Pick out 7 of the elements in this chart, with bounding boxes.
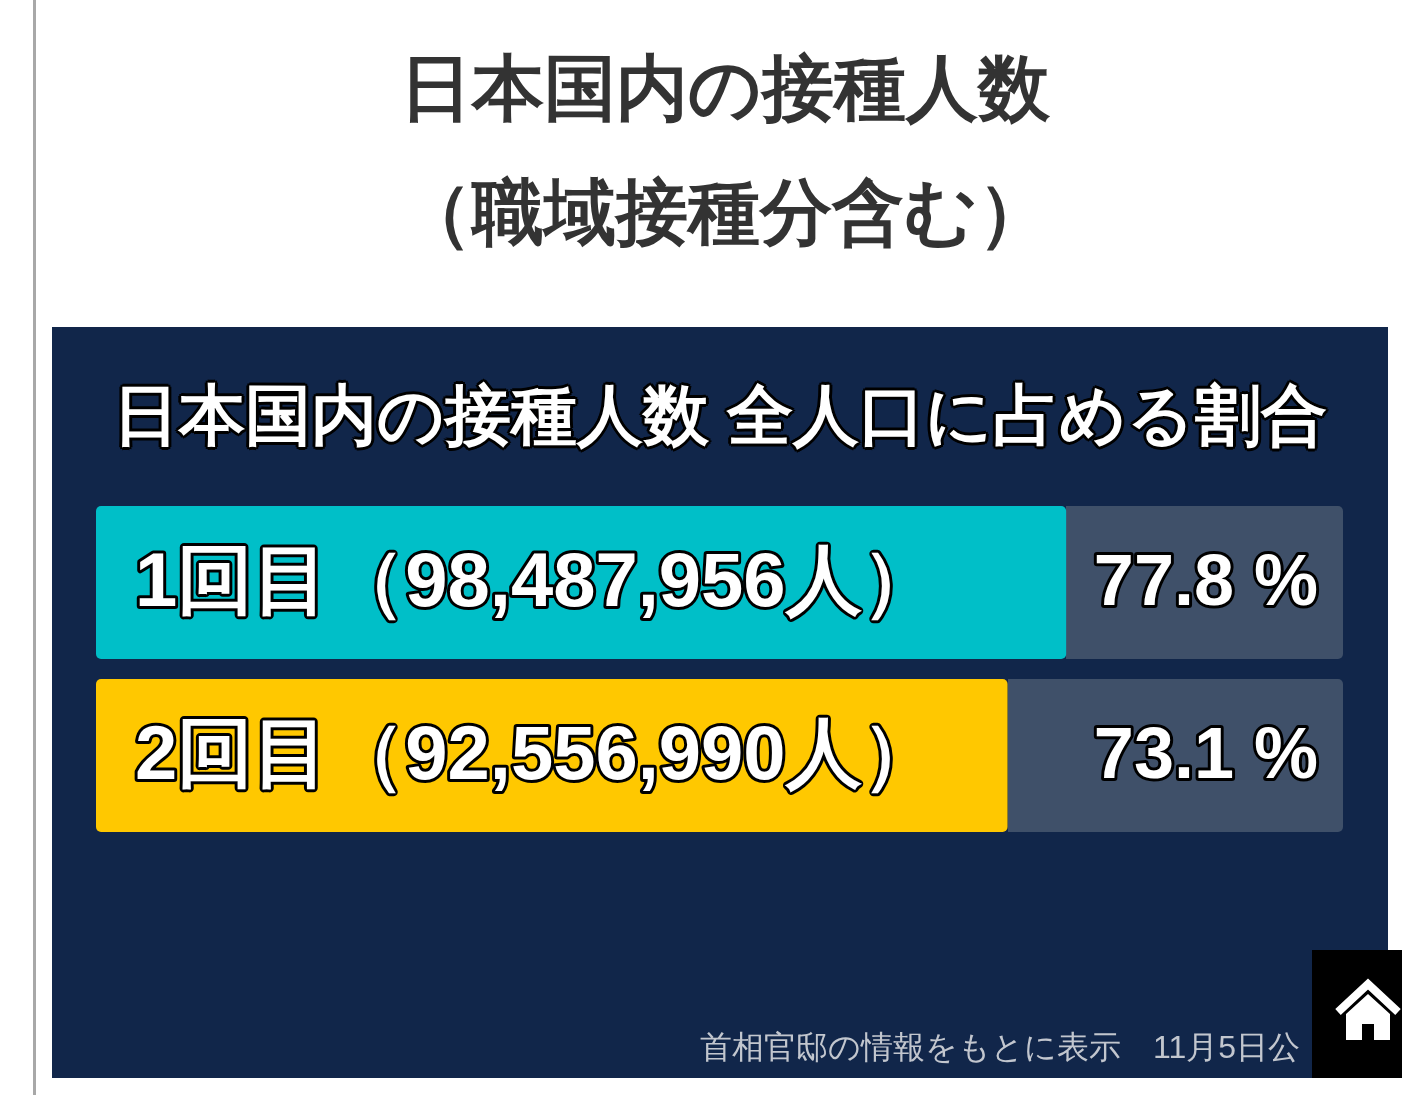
data-label: 73.1 %: [1093, 713, 1318, 794]
y-tick-label: 2回目（92,556,990人）: [135, 710, 938, 796]
y-tick-label: 1回目（98,487,956人）: [135, 537, 938, 623]
text: 首相官邸の情報をもとに表示 11月5日公: [699, 1028, 1300, 1067]
data-label: 77.8 %: [1093, 540, 1318, 621]
chart-title: 日本国内の接種人数（職域接種分含む）: [399, 47, 1051, 254]
chart-subtitle: 日本国内の接種人数 全人口に占める割合: [111, 377, 1329, 454]
